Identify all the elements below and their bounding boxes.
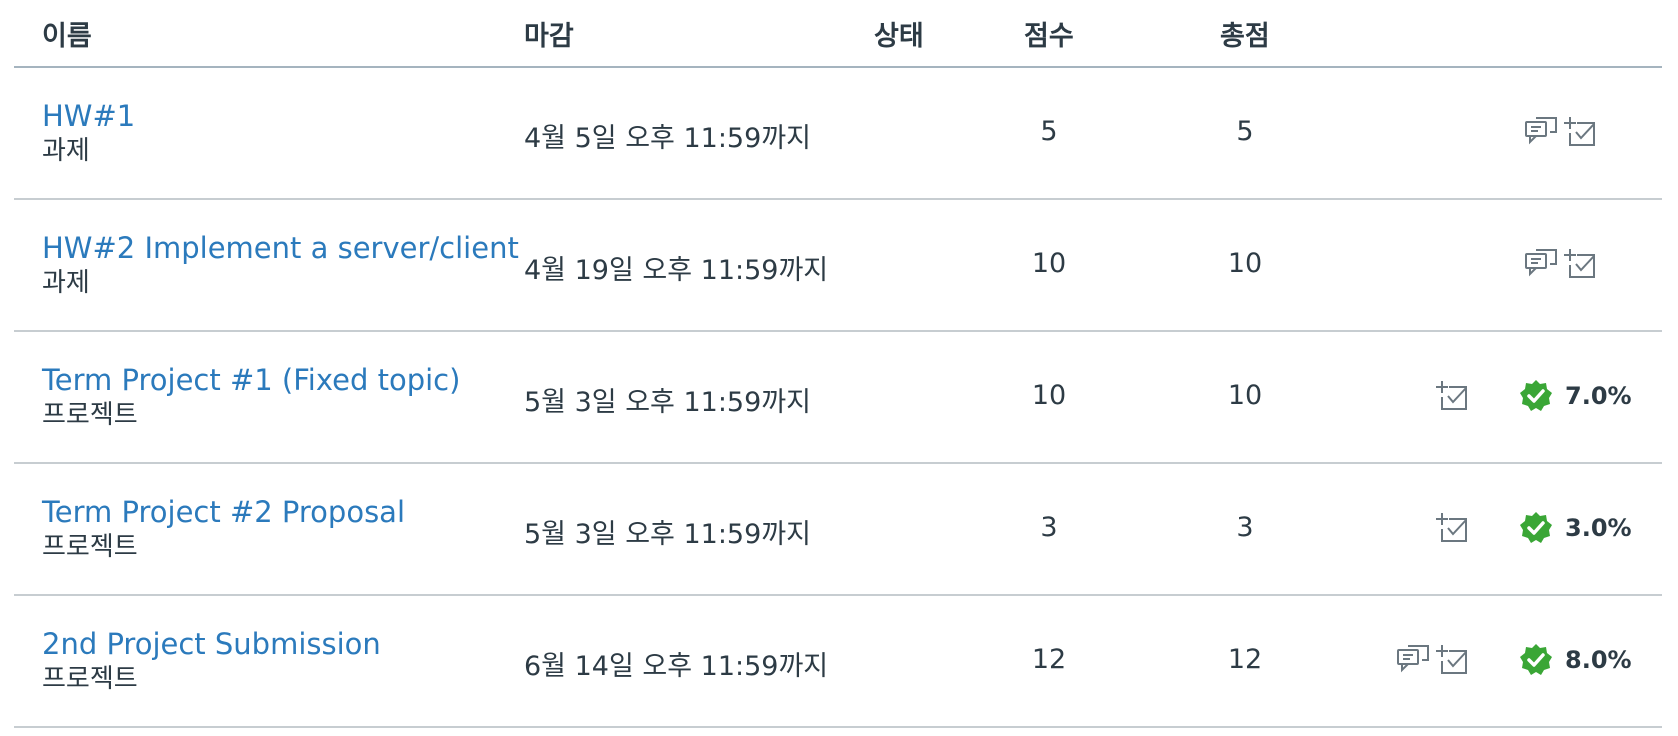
header-name[interactable]: 이름 xyxy=(42,21,92,52)
assignment-type: 프로젝트 xyxy=(42,664,138,694)
score-value: 3 xyxy=(1040,512,1058,543)
assignment-link[interactable]: Term Project #2 Proposal xyxy=(42,495,406,529)
assignment-link[interactable]: 2nd Project Submission xyxy=(42,627,381,661)
table-header: 이름 마감 상태 점수 총점 xyxy=(14,0,1662,68)
assignment-type: 프로젝트 xyxy=(42,400,138,430)
assignment-name-cell: HW#2 Implement a server/client 과제 xyxy=(42,230,519,300)
header-total[interactable]: 총점 xyxy=(1220,21,1270,52)
total-value: 5 xyxy=(1236,116,1254,147)
assignment-type: 과제 xyxy=(42,136,90,166)
assignment-name-cell: HW#1 과제 xyxy=(42,98,135,168)
weight-indicator: 7.0% xyxy=(1519,378,1632,414)
due-date: 5월 3일 오후 11:59까지 xyxy=(524,387,811,418)
assignment-name-cell: 2nd Project Submission 프로젝트 xyxy=(42,626,381,696)
assignment-link[interactable]: HW#2 Implement a server/client xyxy=(42,231,519,265)
assignment-link[interactable]: HW#1 xyxy=(42,99,136,133)
table-row: HW#1 과제 4월 5일 오후 11:59까지 5 5 xyxy=(14,68,1662,200)
due-date: 4월 19일 오후 11:59까지 xyxy=(524,255,829,286)
assignment-type: 과제 xyxy=(42,268,90,298)
weight-percent: 7.0% xyxy=(1565,382,1632,410)
score-value: 12 xyxy=(1031,644,1067,675)
weight-indicator: 8.0% xyxy=(1519,642,1632,678)
total-value: 10 xyxy=(1227,248,1263,279)
total-value: 10 xyxy=(1227,380,1263,411)
check-badge-icon xyxy=(1519,643,1553,677)
rubric-icon[interactable] xyxy=(1435,510,1471,546)
check-badge-icon xyxy=(1519,379,1553,413)
comment-icon[interactable] xyxy=(1395,642,1431,678)
rubric-icon[interactable] xyxy=(1563,246,1599,282)
total-value: 12 xyxy=(1227,644,1263,675)
score-value: 5 xyxy=(1040,116,1058,147)
rubric-icon[interactable] xyxy=(1435,378,1471,414)
rubric-icon[interactable] xyxy=(1563,114,1599,150)
header-due[interactable]: 마감 xyxy=(524,21,574,52)
table-row: 2nd Project Submission 프로젝트 6월 14일 오후 11… xyxy=(14,596,1662,728)
score-value: 10 xyxy=(1031,248,1067,279)
table-row: Term Project #1 (Fixed topic) 프로젝트 5월 3일… xyxy=(14,332,1662,464)
comment-icon[interactable] xyxy=(1523,114,1559,150)
total-value: 3 xyxy=(1236,512,1254,543)
table-row: HW#2 Implement a server/client 과제 4월 19일… xyxy=(14,200,1662,332)
rubric-icon[interactable] xyxy=(1435,642,1471,678)
check-badge-icon xyxy=(1519,511,1553,545)
score-value: 10 xyxy=(1031,380,1067,411)
comment-icon[interactable] xyxy=(1523,246,1559,282)
due-date: 5월 3일 오후 11:59까지 xyxy=(524,519,811,550)
header-score[interactable]: 점수 xyxy=(1024,21,1074,52)
due-date: 6월 14일 오후 11:59까지 xyxy=(524,651,829,682)
assignment-link[interactable]: Term Project #1 (Fixed topic) xyxy=(42,363,461,397)
grades-table: 이름 마감 상태 점수 총점 HW#1 과제 4월 5일 오후 11:59까지 … xyxy=(14,0,1662,728)
table-row: Term Project #2 Proposal 프로젝트 5월 3일 오후 1… xyxy=(14,464,1662,596)
assignment-name-cell: Term Project #1 (Fixed topic) 프로젝트 xyxy=(42,362,460,432)
due-date: 4월 5일 오후 11:59까지 xyxy=(524,123,811,154)
weight-indicator: 3.0% xyxy=(1519,510,1632,546)
assignment-name-cell: Term Project #2 Proposal 프로젝트 xyxy=(42,494,405,564)
header-status[interactable]: 상태 xyxy=(874,21,924,52)
assignment-type: 프로젝트 xyxy=(42,532,138,562)
weight-percent: 8.0% xyxy=(1565,646,1632,674)
weight-percent: 3.0% xyxy=(1565,514,1632,542)
